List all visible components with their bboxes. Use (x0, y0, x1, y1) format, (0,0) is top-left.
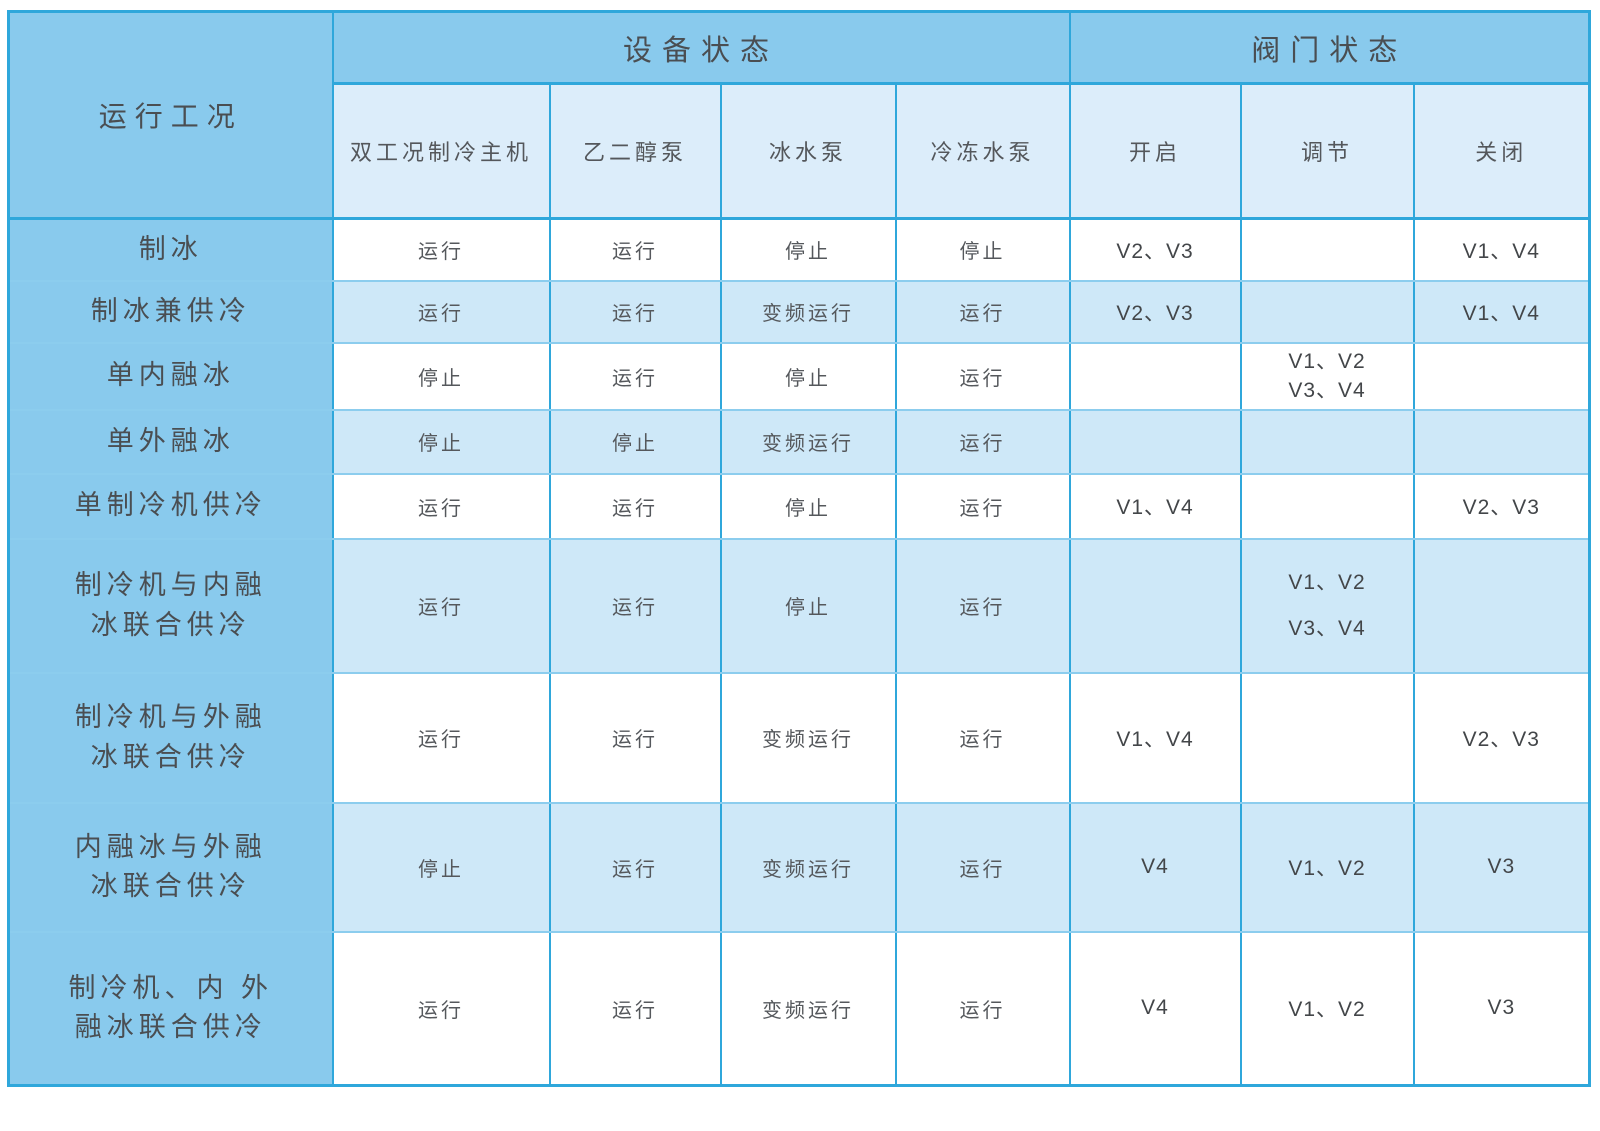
cell: V1、V4 (1068, 472, 1242, 540)
operating-conditions-table: 运行工况 设备状态 阀门状态 双工况制冷主机 乙二醇泵 冰水泵 冷冻水泵 开启 … (7, 10, 1592, 1087)
cell: 停止 (331, 341, 551, 411)
operating-conditions-table-wrapper: 运行工况 设备状态 阀门状态 双工况制冷主机 乙二醇泵 冰水泵 冷冻水泵 开启 … (7, 10, 1592, 1087)
row-label: 制冰 (7, 217, 334, 282)
row-label: 制冷机与内融 冰联合供冷 (7, 537, 334, 674)
cell: 运行 (548, 472, 722, 540)
cell: 运行 (894, 671, 1071, 804)
cell (1068, 537, 1242, 674)
cell (1239, 217, 1415, 282)
cell: 运行 (331, 537, 551, 674)
column-header-glycol-pump: 乙二醇泵 (548, 82, 722, 220)
table-row: 内融冰与外融 冰联合供冷 停止 运行 变频运行 运行 V4 V1、V2 V3 (7, 801, 1591, 933)
cell: 运行 (548, 801, 722, 933)
cell: 运行 (548, 279, 722, 344)
cell: 变频运行 (719, 671, 897, 804)
cell (1412, 408, 1591, 475)
column-header-row: 双工况制冷主机 乙二醇泵 冰水泵 冷冻水泵 开启 调节 关闭 (9, 82, 1591, 220)
cell: V2、V3 (1412, 671, 1591, 804)
row-label: 内融冰与外融 冰联合供冷 (7, 801, 334, 933)
table-row: 制冰 运行 运行 停止 停止 V2、V3 V1、V4 (7, 217, 1591, 282)
row-label: 单外融冰 (7, 408, 334, 475)
cell: V3 (1412, 801, 1591, 933)
cell: 变频运行 (719, 408, 897, 475)
cell: V1、V2 V3、V4 (1239, 341, 1415, 411)
cell: 运行 (331, 472, 551, 540)
cell: V2、V3 (1412, 472, 1591, 540)
cell (1068, 408, 1242, 475)
column-header-chilled-water-pump: 冷冻水泵 (894, 82, 1071, 220)
cell: V1、V2 (1239, 801, 1415, 933)
cell: V4 (1068, 930, 1242, 1087)
cell (1068, 341, 1242, 411)
table-row: 制冷机与外融 冰联合供冷 运行 运行 变频运行 运行 V1、V4 V2、V3 (7, 671, 1591, 804)
cell: 运行 (548, 930, 722, 1087)
cell: V1、V2 (1239, 930, 1415, 1087)
column-header-chiller: 双工况制冷主机 (331, 82, 551, 220)
cell: 停止 (331, 801, 551, 933)
row-label: 制冷机与外融 冰联合供冷 (7, 671, 334, 804)
row-label: 制冷机、内 外 融冰联合供冷 (7, 930, 334, 1087)
cell: 运行 (894, 537, 1071, 674)
column-header-modulate: 调节 (1239, 82, 1415, 220)
row-label: 制冰兼供冷 (7, 279, 334, 344)
column-header-closed: 关闭 (1412, 82, 1591, 220)
cell: 停止 (719, 472, 897, 540)
cell: 运行 (331, 930, 551, 1087)
cell: V1、V2 V3、V4 (1239, 537, 1415, 674)
cell (1239, 279, 1415, 344)
table-row: 单制冷机供冷 运行 运行 停止 运行 V1、V4 V2、V3 (7, 472, 1591, 540)
row-label: 单制冷机供冷 (7, 472, 334, 540)
table-row: 单内融冰 停止 运行 停止 运行 V1、V2 V3、V4 (7, 341, 1591, 411)
table-row: 制冷机、内 外 融冰联合供冷 运行 运行 变频运行 运行 V4 V1、V2 V3 (7, 930, 1591, 1087)
cell: 停止 (719, 217, 897, 282)
cell: V3 (1412, 930, 1591, 1087)
cell: V2、V3 (1068, 279, 1242, 344)
cell: 运行 (548, 671, 722, 804)
table-row: 制冷机与内融 冰联合供冷 运行 运行 停止 运行 V1、V2 V3、V4 (7, 537, 1591, 674)
cell: V1、V4 (1412, 279, 1591, 344)
cell (1412, 341, 1591, 411)
cell (1239, 472, 1415, 540)
cell (1239, 671, 1415, 804)
cell (1239, 408, 1415, 475)
cell: 运行 (331, 671, 551, 804)
group-header-valve: 阀门状态 (1068, 10, 1591, 85)
cell: V4 (1068, 801, 1242, 933)
cell: 变频运行 (719, 930, 897, 1087)
column-header-ice-water-pump: 冰水泵 (719, 82, 897, 220)
corner-header: 运行工况 (7, 10, 334, 220)
cell: V1、V4 (1412, 217, 1591, 282)
table-row: 单外融冰 停止 停止 变频运行 运行 (7, 408, 1591, 475)
cell: 变频运行 (719, 801, 897, 933)
cell: 停止 (894, 217, 1071, 282)
cell: 变频运行 (719, 279, 897, 344)
column-header-open: 开启 (1068, 82, 1242, 220)
table-row: 制冰兼供冷 运行 运行 变频运行 运行 V2、V3 V1、V4 (7, 279, 1591, 344)
cell: 运行 (548, 341, 722, 411)
cell: V2、V3 (1068, 217, 1242, 282)
row-label: 单内融冰 (7, 341, 334, 411)
cell: 运行 (894, 408, 1071, 475)
group-header-equipment: 设备状态 (331, 10, 1071, 85)
cell: 运行 (894, 801, 1071, 933)
cell: 运行 (894, 930, 1071, 1087)
group-header-row: 运行工况 设备状态 阀门状态 (7, 10, 1591, 220)
cell (1412, 537, 1591, 674)
cell: 运行 (894, 341, 1071, 411)
cell: V1、V4 (1068, 671, 1242, 804)
cell: 运行 (894, 472, 1071, 540)
cell: 运行 (548, 537, 722, 674)
cell: 运行 (331, 217, 551, 282)
cell: 运行 (331, 279, 551, 344)
cell: 停止 (548, 408, 722, 475)
cell: 运行 (548, 217, 722, 282)
cell: 运行 (894, 279, 1071, 344)
cell: 停止 (331, 408, 551, 475)
cell: 停止 (719, 537, 897, 674)
cell: 停止 (719, 341, 897, 411)
